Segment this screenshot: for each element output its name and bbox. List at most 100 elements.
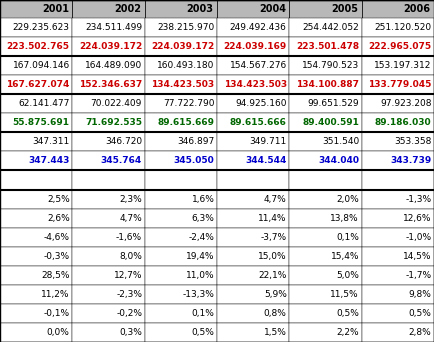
Text: 11,5%: 11,5%	[330, 290, 359, 299]
Text: 353.358: 353.358	[394, 137, 431, 146]
Bar	[362, 209, 434, 228]
Text: 223.502.765: 223.502.765	[7, 42, 70, 51]
Bar	[72, 228, 145, 247]
Text: 12,7%: 12,7%	[114, 271, 142, 280]
Bar	[0, 0, 72, 18]
Bar	[72, 266, 145, 285]
Bar	[217, 56, 289, 75]
Text: 5,9%: 5,9%	[264, 290, 287, 299]
Bar	[0, 37, 72, 56]
Text: 167.627.074: 167.627.074	[7, 80, 70, 89]
Text: 224.039.169: 224.039.169	[224, 42, 287, 51]
Text: 2002: 2002	[114, 4, 141, 14]
Text: 2003: 2003	[187, 4, 214, 14]
Bar	[72, 189, 145, 209]
Text: -0,2%: -0,2%	[116, 309, 142, 318]
Bar	[217, 323, 289, 342]
Text: 71.692.535: 71.692.535	[85, 118, 142, 127]
Text: 0,0%: 0,0%	[47, 328, 70, 337]
Text: 89.400.591: 89.400.591	[302, 118, 359, 127]
Text: 94.925.160: 94.925.160	[235, 99, 287, 108]
Text: 77.722.790: 77.722.790	[163, 99, 214, 108]
Text: 349.711: 349.711	[250, 137, 287, 146]
Text: 347.311: 347.311	[33, 137, 70, 146]
Bar	[0, 18, 72, 37]
Bar	[0, 247, 72, 266]
Bar	[362, 37, 434, 56]
Text: 229.235.623: 229.235.623	[13, 23, 70, 32]
Bar	[362, 152, 434, 170]
Text: 1,5%: 1,5%	[264, 328, 287, 337]
Text: 2004: 2004	[259, 4, 286, 14]
Bar	[289, 94, 362, 113]
Text: -2,3%: -2,3%	[116, 290, 142, 299]
Text: 344.040: 344.040	[318, 156, 359, 166]
Bar	[217, 132, 289, 152]
Bar	[0, 285, 72, 304]
Bar	[145, 75, 217, 94]
Text: 251.120.520: 251.120.520	[374, 23, 431, 32]
Bar	[362, 56, 434, 75]
Bar	[145, 285, 217, 304]
Bar	[217, 228, 289, 247]
Text: 134.423.503: 134.423.503	[224, 80, 287, 89]
Bar	[0, 189, 72, 209]
Bar	[72, 285, 145, 304]
Bar	[145, 170, 217, 189]
Text: 2005: 2005	[331, 4, 358, 14]
Bar	[217, 37, 289, 56]
Text: 2,2%: 2,2%	[336, 328, 359, 337]
Text: 223.501.478: 223.501.478	[296, 42, 359, 51]
Text: 62.141.477: 62.141.477	[18, 99, 70, 108]
Text: 238.215.970: 238.215.970	[157, 23, 214, 32]
Bar	[72, 113, 145, 132]
Bar	[145, 323, 217, 342]
Text: 55.875.691: 55.875.691	[13, 118, 70, 127]
Text: -2,4%: -2,4%	[188, 233, 214, 242]
Bar	[362, 170, 434, 189]
Text: 13,8%: 13,8%	[330, 214, 359, 223]
Text: 9,8%: 9,8%	[408, 290, 431, 299]
Text: 28,5%: 28,5%	[41, 271, 70, 280]
Bar	[289, 170, 362, 189]
Text: 167.094.146: 167.094.146	[13, 61, 70, 70]
Bar	[72, 75, 145, 94]
Bar	[72, 170, 145, 189]
Bar	[217, 0, 289, 18]
Bar	[145, 94, 217, 113]
Text: 4,7%: 4,7%	[119, 214, 142, 223]
Bar	[362, 113, 434, 132]
Bar	[0, 228, 72, 247]
Bar	[0, 94, 72, 113]
Bar	[289, 266, 362, 285]
Bar	[145, 56, 217, 75]
Bar	[0, 209, 72, 228]
Text: 99.651.529: 99.651.529	[307, 99, 359, 108]
Bar	[145, 37, 217, 56]
Bar	[217, 113, 289, 132]
Text: 89.186.030: 89.186.030	[375, 118, 431, 127]
Bar	[145, 247, 217, 266]
Bar	[362, 75, 434, 94]
Bar	[217, 18, 289, 37]
Bar	[289, 247, 362, 266]
Bar	[289, 285, 362, 304]
Bar	[72, 18, 145, 37]
Text: 222.965.075: 222.965.075	[368, 42, 431, 51]
Text: 89.615.669: 89.615.669	[158, 118, 214, 127]
Bar	[362, 94, 434, 113]
Text: 134.100.887: 134.100.887	[296, 80, 359, 89]
Bar	[145, 209, 217, 228]
Text: -1,6%: -1,6%	[116, 233, 142, 242]
Bar	[0, 152, 72, 170]
Text: 154.790.523: 154.790.523	[302, 61, 359, 70]
Bar	[0, 304, 72, 323]
Bar	[362, 228, 434, 247]
Text: 234.511.499: 234.511.499	[85, 23, 142, 32]
Text: 345.050: 345.050	[174, 156, 214, 166]
Text: 12,6%: 12,6%	[403, 214, 431, 223]
Text: 346.897: 346.897	[177, 137, 214, 146]
Text: 224.039.172: 224.039.172	[79, 42, 142, 51]
Bar	[289, 228, 362, 247]
Bar	[0, 170, 72, 189]
